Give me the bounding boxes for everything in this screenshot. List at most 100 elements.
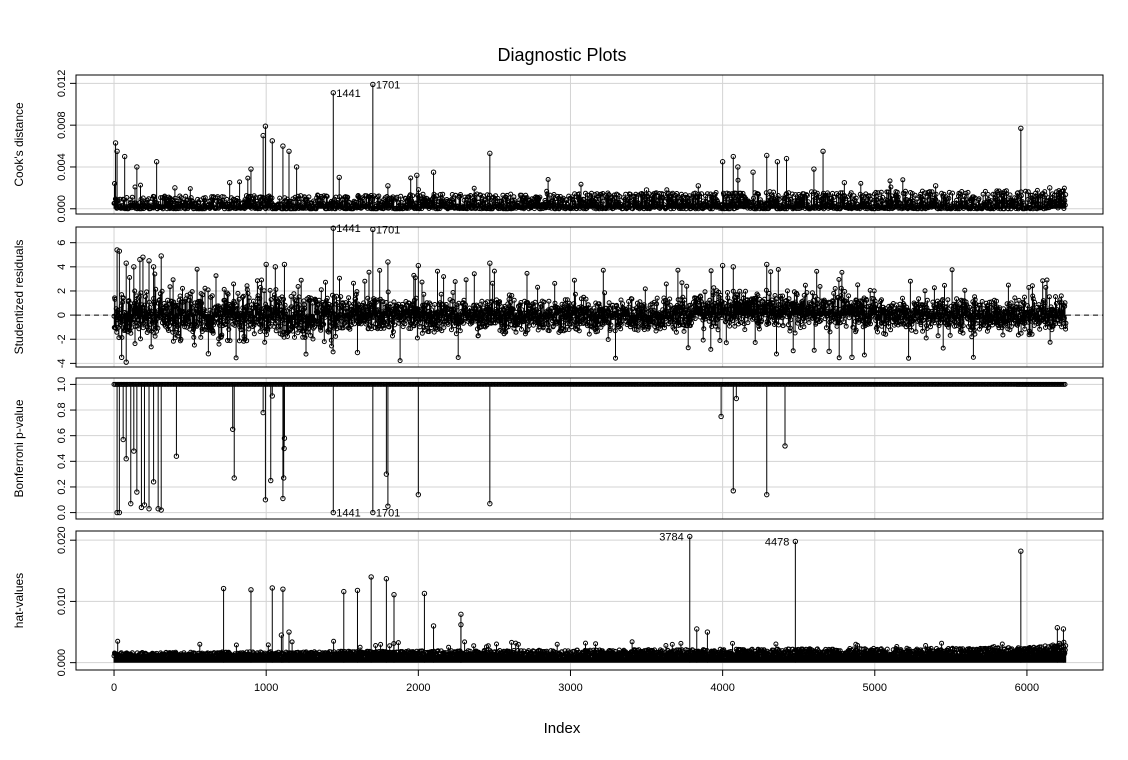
data-point: [120, 436, 126, 443]
data-point: [158, 507, 164, 513]
data-point: [226, 179, 233, 186]
data-point: [158, 253, 164, 259]
point-label-1441: 1441: [336, 223, 360, 235]
y-tick-label: 0.004: [56, 153, 68, 181]
data-point: [430, 623, 437, 629]
data-point: [330, 225, 336, 231]
data-point: [131, 264, 137, 270]
y-tick-label: 0.8: [56, 402, 68, 417]
data-point: [385, 183, 391, 189]
y-tick-label: 0.012: [56, 70, 68, 98]
panel-3: 1441 1701 0.0 0.2 0.4 0.6 0.8 1.0 Bonferroni p-v…: [12, 377, 1104, 520]
data-point: [430, 169, 437, 175]
data-point: [735, 164, 741, 170]
data-point: [269, 138, 275, 144]
data-point: [268, 477, 274, 484]
data-point: [116, 248, 123, 254]
x-tick-label: 3000: [558, 682, 582, 694]
point-label-1441: 1441: [336, 508, 360, 520]
data-point: [643, 187, 650, 193]
x-axis-label: Index: [544, 720, 581, 737]
data-point: [354, 349, 361, 356]
y-tick-label: 0.4: [56, 454, 68, 469]
data-point: [719, 262, 726, 269]
data-point: [932, 183, 939, 189]
point-label-4478: 4478: [765, 536, 789, 548]
y-axis-label: Bonferroni p-value: [12, 399, 26, 497]
data-point: [1060, 626, 1067, 632]
highlight-points: [220, 533, 1067, 663]
data-point: [820, 148, 826, 154]
data-point: [764, 261, 770, 268]
data-point: [330, 90, 336, 96]
point-label-1701: 1701: [376, 508, 400, 520]
data-point: [368, 574, 374, 580]
data-point: [330, 509, 336, 516]
baseline-circles: [111, 266, 1069, 364]
data-point: [415, 491, 422, 498]
data-point: [421, 590, 428, 597]
data-point: [293, 164, 300, 170]
point-label-1701: 1701: [376, 79, 400, 91]
data-point: [783, 155, 790, 162]
x-tick-label: 2000: [406, 682, 430, 694]
baseline-points: [111, 638, 1069, 663]
gridlines: [76, 378, 1103, 519]
data-point: [826, 348, 832, 355]
data-point: [487, 500, 493, 507]
data-point: [116, 509, 123, 516]
data-point: [1054, 625, 1061, 631]
data-point: [704, 629, 711, 635]
data-point: [487, 260, 493, 266]
data-point: [278, 632, 285, 638]
data-point: [385, 503, 391, 509]
data-point: [336, 174, 342, 181]
figure-title: Diagnostic Plots: [497, 45, 626, 65]
data-point: [128, 500, 134, 507]
data-point: [205, 351, 212, 357]
baseline-points: [111, 381, 1068, 387]
data-point: [280, 143, 286, 149]
data-point: [153, 159, 160, 165]
y-axis-label: Cook's distance: [12, 102, 26, 187]
data-point: [134, 164, 140, 170]
data-point: [150, 479, 157, 485]
data-point: [272, 264, 279, 270]
data-point: [719, 159, 726, 165]
data-point: [694, 626, 700, 632]
data-point: [774, 159, 781, 165]
data-point: [112, 140, 119, 146]
y-tick-label: 0.6: [56, 428, 68, 443]
data-point: [281, 445, 287, 452]
baseline-circles: [111, 638, 1069, 661]
data-point: [487, 150, 493, 157]
y-tick-label: 0.0: [56, 505, 68, 520]
data-point: [391, 591, 397, 598]
highlight-points: [112, 81, 1053, 209]
x-tick-label: 5000: [863, 682, 887, 694]
data-point: [114, 148, 120, 154]
data-point: [687, 533, 693, 540]
data-point: [281, 261, 288, 268]
y-tick-label: 0.010: [56, 588, 68, 616]
data-point: [750, 169, 756, 175]
data-point: [263, 261, 269, 268]
data-point: [1047, 185, 1053, 191]
data-point: [718, 413, 724, 420]
y-tick-label: -2: [56, 334, 68, 344]
y-tick-label: 0.000: [56, 649, 68, 677]
data-point: [286, 629, 292, 635]
data-point: [811, 166, 817, 172]
panel-2: 1441 1701 -4 -2 0 2 4 6 Studentized residuals: [12, 223, 1104, 368]
y-tick-label: 0.008: [56, 111, 68, 139]
panel-frame: [75, 74, 1104, 215]
gridlines: [76, 227, 1103, 367]
y-axis: 0.000 0.004 0.008 0.012: [56, 70, 77, 223]
data-point: [118, 354, 125, 361]
y-tick-label: 0.2: [56, 479, 68, 494]
data-point: [1018, 125, 1024, 132]
data-point: [220, 585, 227, 592]
y-tick-label: 4: [56, 264, 68, 270]
y-tick-label: 6: [56, 240, 68, 246]
y-axis-label: Studentized residuals: [12, 240, 26, 355]
